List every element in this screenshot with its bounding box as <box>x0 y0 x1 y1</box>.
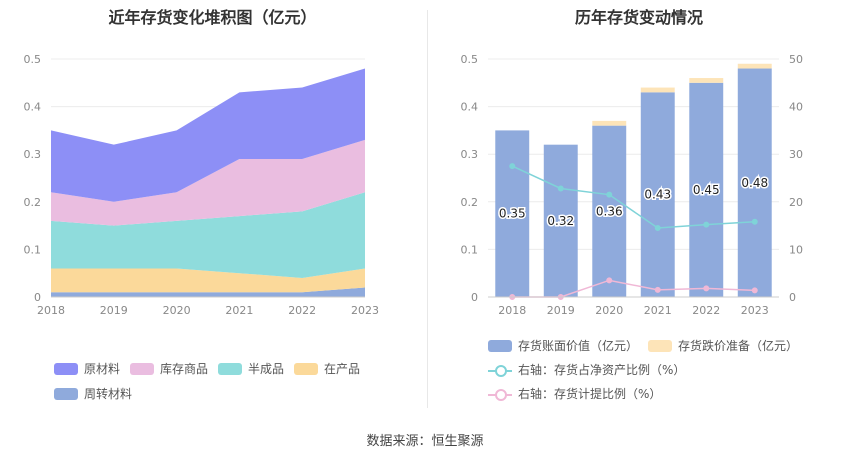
area-series <box>51 139 365 226</box>
y-tick-label: 0.3 <box>24 148 42 161</box>
x-tick-label: 2021 <box>225 304 253 317</box>
area-series <box>51 68 365 202</box>
x-tick-label: 2020 <box>163 304 191 317</box>
bar-book-value <box>543 144 578 297</box>
bar-impairment-reserve <box>592 120 627 126</box>
legend-item-raw-materials[interactable]: 原材料 <box>54 360 120 377</box>
legend-label: 右轴：存货计提比例（%） <box>518 387 662 401</box>
legend-item-inventory-to-net-assets[interactable]: 右轴：存货占净资产比例（%） <box>488 361 685 378</box>
legend-swatch <box>648 339 672 352</box>
y-tick-label: 0 <box>471 291 478 304</box>
x-tick-label: 2021 <box>644 304 672 317</box>
legend-label: 周转材料 <box>84 387 133 401</box>
legend-label: 存货账面价值（亿元） <box>518 339 639 353</box>
y-tick-label: 0.5 <box>461 53 479 66</box>
bar-value-label: 0.35 <box>499 207 526 221</box>
x-tick-label: 2018 <box>37 304 65 317</box>
legend-label: 存货跌价准备（亿元） <box>678 339 799 353</box>
x-tick-label: 2020 <box>595 304 623 317</box>
bar-book-value <box>495 130 530 297</box>
bar-impairment-reserve <box>689 78 724 83</box>
legend-swatch <box>130 362 154 375</box>
y-tick-label: 0.5 <box>24 53 42 66</box>
x-tick-label: 2022 <box>692 304 720 317</box>
legend-line-marker <box>488 364 512 377</box>
y2-tick-label: 10 <box>789 243 803 256</box>
legend-item-semi-finished[interactable]: 半成品 <box>218 360 284 377</box>
x-tick-label: 2023 <box>741 304 769 317</box>
x-tick-label: 2018 <box>498 304 526 317</box>
line-series <box>511 165 755 229</box>
line-point <box>509 163 516 170</box>
legend-swatch <box>54 362 78 375</box>
legend-swatch <box>218 362 242 375</box>
x-tick-label: 2019 <box>100 304 128 317</box>
bar-value-label: 0.32 <box>547 214 574 228</box>
y2-tick-label: 30 <box>789 148 803 161</box>
y-tick-label: 0.1 <box>24 243 42 256</box>
legend-swatch <box>54 387 78 400</box>
bar-book-value <box>640 92 675 297</box>
y2-tick-label: 0 <box>789 291 796 304</box>
bar-value-label: 0.45 <box>693 183 720 197</box>
legend-item-provision-ratio[interactable]: 右轴：存货计提比例（%） <box>488 385 661 402</box>
legend-item-book-value[interactable]: 存货账面价值（亿元） <box>488 337 638 354</box>
data-source-note: 数据来源：恒生聚源 <box>366 434 484 449</box>
bar-value-label: 0.48 <box>741 176 768 190</box>
x-tick-label: 2022 <box>288 304 316 317</box>
y-tick-label: 0 <box>34 291 41 304</box>
y-tick-label: 0.2 <box>461 196 479 209</box>
y2-tick-label: 50 <box>789 53 803 66</box>
legend-line-marker <box>488 388 512 401</box>
line-point <box>654 224 661 231</box>
left-chart-title: 近年存货变化堆积图（亿元） <box>108 8 317 27</box>
y-tick-label: 0.4 <box>461 101 479 114</box>
legend-label: 在产品 <box>324 362 361 376</box>
bar-value-label: 0.36 <box>596 204 623 218</box>
legend-item-impairment-reserve[interactable]: 存货跌价准备（亿元） <box>648 337 798 354</box>
right-chart-title: 历年存货变动情况 <box>574 8 703 27</box>
legend-label: 原材料 <box>84 362 121 376</box>
line-point <box>606 277 613 284</box>
bar-book-value <box>592 125 627 297</box>
bar-book-value <box>689 82 724 297</box>
legend-item-work-in-progress[interactable]: 在产品 <box>294 360 360 377</box>
line-point <box>557 185 564 192</box>
bar-value-label: 0.43 <box>644 188 671 202</box>
line-point <box>654 286 661 293</box>
chart-divider <box>427 10 428 408</box>
legend-label: 库存商品 <box>160 362 209 376</box>
bar-book-value <box>737 68 772 298</box>
line-point <box>751 218 758 225</box>
area-series <box>51 268 365 293</box>
line-point <box>703 285 710 292</box>
x-tick-label: 2019 <box>547 304 575 317</box>
legend-label: 右轴：存货占净资产比例（%） <box>518 363 686 377</box>
x-tick-label: 2023 <box>351 304 379 317</box>
legend-item-turnover-materials[interactable]: 周转材料 <box>54 385 132 402</box>
legend-item-finished-goods[interactable]: 库存商品 <box>130 360 208 377</box>
y-tick-label: 0.3 <box>461 148 479 161</box>
legend-swatch <box>294 362 318 375</box>
y-tick-label: 0.4 <box>24 101 42 114</box>
legend-label: 半成品 <box>248 362 285 376</box>
legend-swatch <box>488 339 512 352</box>
y-tick-label: 0.1 <box>461 243 479 256</box>
y-tick-label: 0.2 <box>24 196 42 209</box>
bar-impairment-reserve <box>737 63 772 69</box>
line-point <box>703 221 710 228</box>
line-point <box>751 287 758 294</box>
bar-impairment-reserve <box>640 87 675 93</box>
y2-tick-label: 40 <box>789 101 803 114</box>
area-series <box>51 192 365 278</box>
y2-tick-label: 20 <box>789 196 803 209</box>
line-point <box>606 191 613 198</box>
